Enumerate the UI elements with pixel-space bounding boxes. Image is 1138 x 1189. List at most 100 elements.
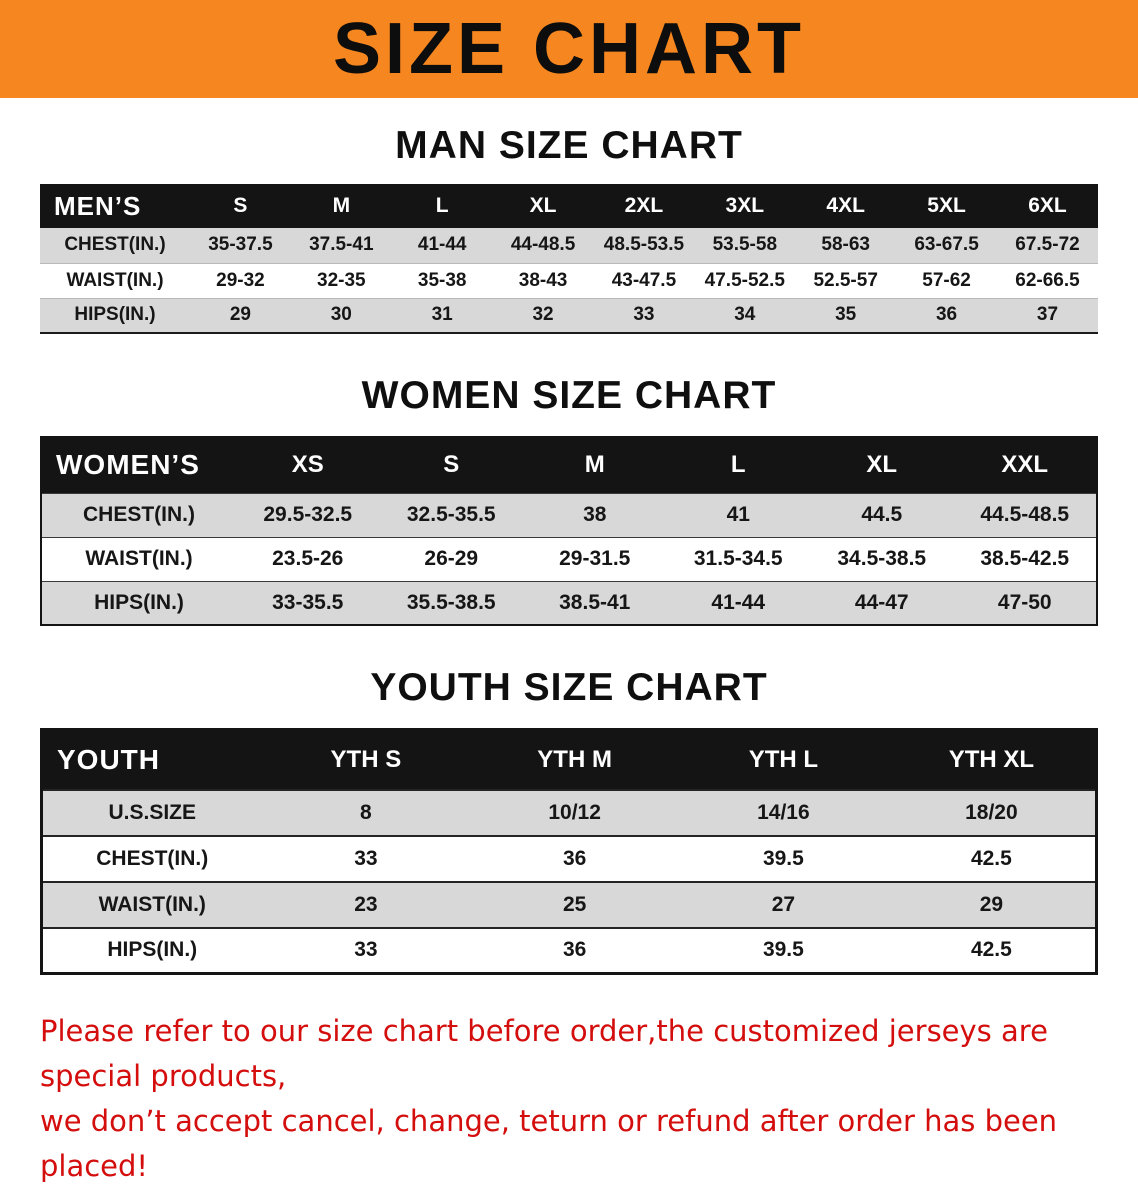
youth-size-column-header-3: YTH XL <box>887 729 1097 790</box>
women-value-cell-1-3: 31.5-34.5 <box>666 536 810 581</box>
men-value-cell-2-8: 37 <box>997 298 1098 334</box>
men-value-cell-1-1: 32-35 <box>290 263 392 299</box>
women-size-table: WOMEN’S XS S M L XL XXL CHEST(IN.) 29.5-32.5 32.5… <box>40 436 1098 626</box>
women-size-column-header-0: XS <box>236 437 380 493</box>
youth-value-cell-3-3: 42.5 <box>887 926 1097 974</box>
size-charts-container: MAN SIZE CHART MEN’S S M L XL 2XL 3XL 4XL 5XL 6XL C… <box>0 124 1138 975</box>
women-table-row-0: CHEST(IN.) 29.5-32.5 32.5-35.5 38 41 44.5 44.5… <box>41 492 1097 537</box>
men-size-chart-heading: MAN SIZE CHART <box>395 124 743 167</box>
women-table-row-1: WAIST(IN.) 23.5-26 26-29 29-31.5 31.5-34.5 34… <box>41 536 1097 581</box>
women-header-row: WOMEN’S XS S M L XL XXL <box>41 437 1097 493</box>
youth-table-row-1: CHEST(IN.) 33 36 39.5 42.5 <box>41 834 1097 882</box>
men-value-cell-1-2: 35-38 <box>391 263 493 299</box>
women-value-cell-1-5: 38.5-42.5 <box>953 536 1097 581</box>
men-size-column-header-8: 6XL <box>997 184 1098 228</box>
men-size-column-header-5: 3XL <box>694 184 796 228</box>
youth-value-cell-3-2: 39.5 <box>679 926 888 974</box>
youth-size-column-header-1: YTH M <box>470 729 679 790</box>
youth-table-head: YOUTH YTH S YTH M YTH L YTH XL <box>41 729 1097 790</box>
men-size-column-header-1: M <box>290 184 392 228</box>
men-header-row: MEN’S S M L XL 2XL 3XL 4XL 5XL 6XL <box>40 184 1098 228</box>
women-value-cell-0-1: 32.5-35.5 <box>379 492 523 537</box>
women-value-cell-0-0: 29.5-32.5 <box>236 492 380 537</box>
youth-value-cell-1-2: 39.5 <box>679 834 888 882</box>
men-row-label-0: CHEST(IN.) <box>40 228 190 264</box>
women-row-label-1: WAIST(IN.) <box>41 536 236 581</box>
youth-corner-label: YOUTH <box>41 729 262 790</box>
men-value-cell-1-4: 43-47.5 <box>593 263 695 299</box>
women-table-body: CHEST(IN.) 29.5-32.5 32.5-35.5 38 41 44.5 44.5… <box>41 492 1097 625</box>
women-value-cell-2-0: 33-35.5 <box>236 580 380 625</box>
men-row-label-1: WAIST(IN.) <box>40 263 190 299</box>
women-table-row-2: HIPS(IN.) 33-35.5 35.5-38.5 38.5-41 41-44 44-… <box>41 580 1097 625</box>
men-value-cell-0-0: 35-37.5 <box>190 228 291 264</box>
women-value-cell-0-4: 44.5 <box>810 492 954 537</box>
men-size-column-header-2: L <box>391 184 493 228</box>
men-value-cell-2-5: 34 <box>694 298 796 334</box>
women-value-cell-0-2: 38 <box>523 492 667 537</box>
youth-size-column-header-0: YTH S <box>261 729 471 790</box>
men-size-column-header-7: 5XL <box>896 184 997 228</box>
youth-table-row-0: U.S.SIZE 8 10/12 14/16 18/20 <box>41 788 1097 836</box>
women-value-cell-2-5: 47-50 <box>953 580 1097 625</box>
men-table-body: CHEST(IN.) 35-37.5 37.5-41 41-44 44-48.5 48.5… <box>40 228 1098 334</box>
women-value-cell-2-1: 35.5-38.5 <box>379 580 523 625</box>
women-value-cell-0-5: 44.5-48.5 <box>953 492 1097 537</box>
youth-value-cell-1-1: 36 <box>470 834 679 882</box>
youth-value-cell-2-3: 29 <box>887 880 1097 928</box>
women-value-cell-1-4: 34.5-38.5 <box>810 536 954 581</box>
men-size-table: MEN’S S M L XL 2XL 3XL 4XL 5XL 6XL CHEST(IN.) 35-37… <box>40 184 1098 334</box>
youth-size-table: YOUTH YTH S YTH M YTH L YTH XL U.S.SIZE 8 10/12… <box>40 728 1098 975</box>
women-value-cell-0-3: 41 <box>666 492 810 537</box>
youth-size-chart-section: YOUTH SIZE CHART YOUTH YTH S YTH M YTH L YTH … <box>0 666 1138 975</box>
women-table-head: WOMEN’S XS S M L XL XXL <box>41 437 1097 493</box>
women-size-chart-heading: WOMEN SIZE CHART <box>361 374 777 417</box>
men-table-row-2: HIPS(IN.) 29 30 31 32 33 34 35 36 37 <box>40 298 1098 334</box>
youth-table-body: U.S.SIZE 8 10/12 14/16 18/20 CHEST(IN.) 33 36 39… <box>41 788 1097 974</box>
banner-title: SIZE CHART <box>333 9 805 89</box>
men-value-cell-0-8: 67.5-72 <box>997 228 1098 264</box>
women-value-cell-1-1: 26-29 <box>379 536 523 581</box>
men-table-row-0: CHEST(IN.) 35-37.5 37.5-41 41-44 44-48.5 48.5… <box>40 228 1098 264</box>
men-size-column-header-3: XL <box>492 184 594 228</box>
men-value-cell-2-0: 29 <box>190 298 291 334</box>
footer-warning-line-1: Please refer to our size chart before or… <box>40 1014 1048 1093</box>
women-value-cell-2-4: 44-47 <box>810 580 954 625</box>
women-size-column-header-3: L <box>666 437 810 493</box>
youth-table-row-3: HIPS(IN.) 33 36 39.5 42.5 <box>41 926 1097 974</box>
women-value-cell-2-2: 38.5-41 <box>523 580 667 625</box>
men-value-cell-0-6: 58-63 <box>795 228 897 264</box>
banner: SIZE CHART <box>0 0 1138 98</box>
youth-value-cell-2-0: 23 <box>261 880 471 928</box>
women-value-cell-1-0: 23.5-26 <box>236 536 380 581</box>
men-value-cell-0-3: 44-48.5 <box>492 228 594 264</box>
women-size-column-header-5: XXL <box>953 437 1097 493</box>
women-row-label-0: CHEST(IN.) <box>41 492 236 537</box>
men-size-column-header-6: 4XL <box>795 184 897 228</box>
youth-value-cell-0-2: 14/16 <box>679 788 888 836</box>
women-row-label-2: HIPS(IN.) <box>41 580 236 625</box>
men-value-cell-0-1: 37.5-41 <box>290 228 392 264</box>
men-row-label-2: HIPS(IN.) <box>40 298 190 334</box>
men-value-cell-0-2: 41-44 <box>391 228 493 264</box>
youth-row-label-0: U.S.SIZE <box>41 788 262 836</box>
men-value-cell-0-4: 48.5-53.5 <box>593 228 695 264</box>
youth-value-cell-3-1: 36 <box>470 926 679 974</box>
youth-value-cell-0-1: 10/12 <box>470 788 679 836</box>
youth-size-chart-heading: YOUTH SIZE CHART <box>370 666 768 709</box>
men-value-cell-1-3: 38-43 <box>492 263 594 299</box>
men-size-column-header-0: S <box>190 184 291 228</box>
men-value-cell-2-3: 32 <box>492 298 594 334</box>
men-value-cell-1-6: 52.5-57 <box>795 263 897 299</box>
men-value-cell-0-5: 53.5-58 <box>694 228 796 264</box>
youth-row-label-3: HIPS(IN.) <box>41 926 262 974</box>
youth-value-cell-3-0: 33 <box>261 926 471 974</box>
men-table-row-1: WAIST(IN.) 29-32 32-35 35-38 38-43 43-47.5 47.… <box>40 263 1098 299</box>
men-corner-label: MEN’S <box>40 184 190 228</box>
women-size-column-header-2: M <box>523 437 667 493</box>
women-size-column-header-1: S <box>379 437 523 493</box>
men-value-cell-0-7: 63-67.5 <box>896 228 997 264</box>
men-value-cell-2-1: 30 <box>290 298 392 334</box>
men-value-cell-2-4: 33 <box>593 298 695 334</box>
women-value-cell-1-2: 29-31.5 <box>523 536 667 581</box>
